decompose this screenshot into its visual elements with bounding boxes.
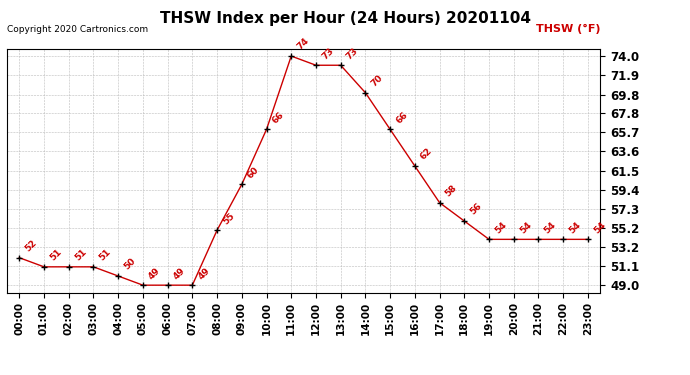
Text: 51: 51 (97, 248, 112, 262)
Text: 70: 70 (370, 74, 385, 88)
Text: 50: 50 (122, 257, 137, 272)
Text: 54: 54 (567, 220, 582, 235)
Text: 54: 54 (542, 220, 558, 235)
Text: 49: 49 (197, 266, 212, 281)
Text: 66: 66 (394, 110, 409, 125)
Text: 73: 73 (345, 46, 360, 61)
Text: Copyright 2020 Cartronics.com: Copyright 2020 Cartronics.com (7, 25, 148, 34)
Text: THSW Index per Hour (24 Hours) 20201104: THSW Index per Hour (24 Hours) 20201104 (159, 11, 531, 26)
Text: 49: 49 (172, 266, 187, 281)
Text: 51: 51 (73, 248, 88, 262)
Text: 55: 55 (221, 211, 237, 226)
Text: 66: 66 (270, 110, 286, 125)
Text: 62: 62 (419, 147, 434, 162)
Text: THSW (°F): THSW (°F) (536, 24, 600, 34)
Text: 60: 60 (246, 165, 261, 180)
Text: 49: 49 (147, 266, 162, 281)
Text: 74: 74 (295, 36, 310, 52)
Text: 52: 52 (23, 238, 39, 254)
Text: 58: 58 (444, 183, 459, 198)
Text: 51: 51 (48, 248, 63, 262)
Text: 54: 54 (493, 220, 509, 235)
Text: 73: 73 (320, 46, 335, 61)
Text: 54: 54 (592, 220, 607, 235)
Text: 54: 54 (518, 220, 533, 235)
Text: 56: 56 (469, 202, 484, 217)
